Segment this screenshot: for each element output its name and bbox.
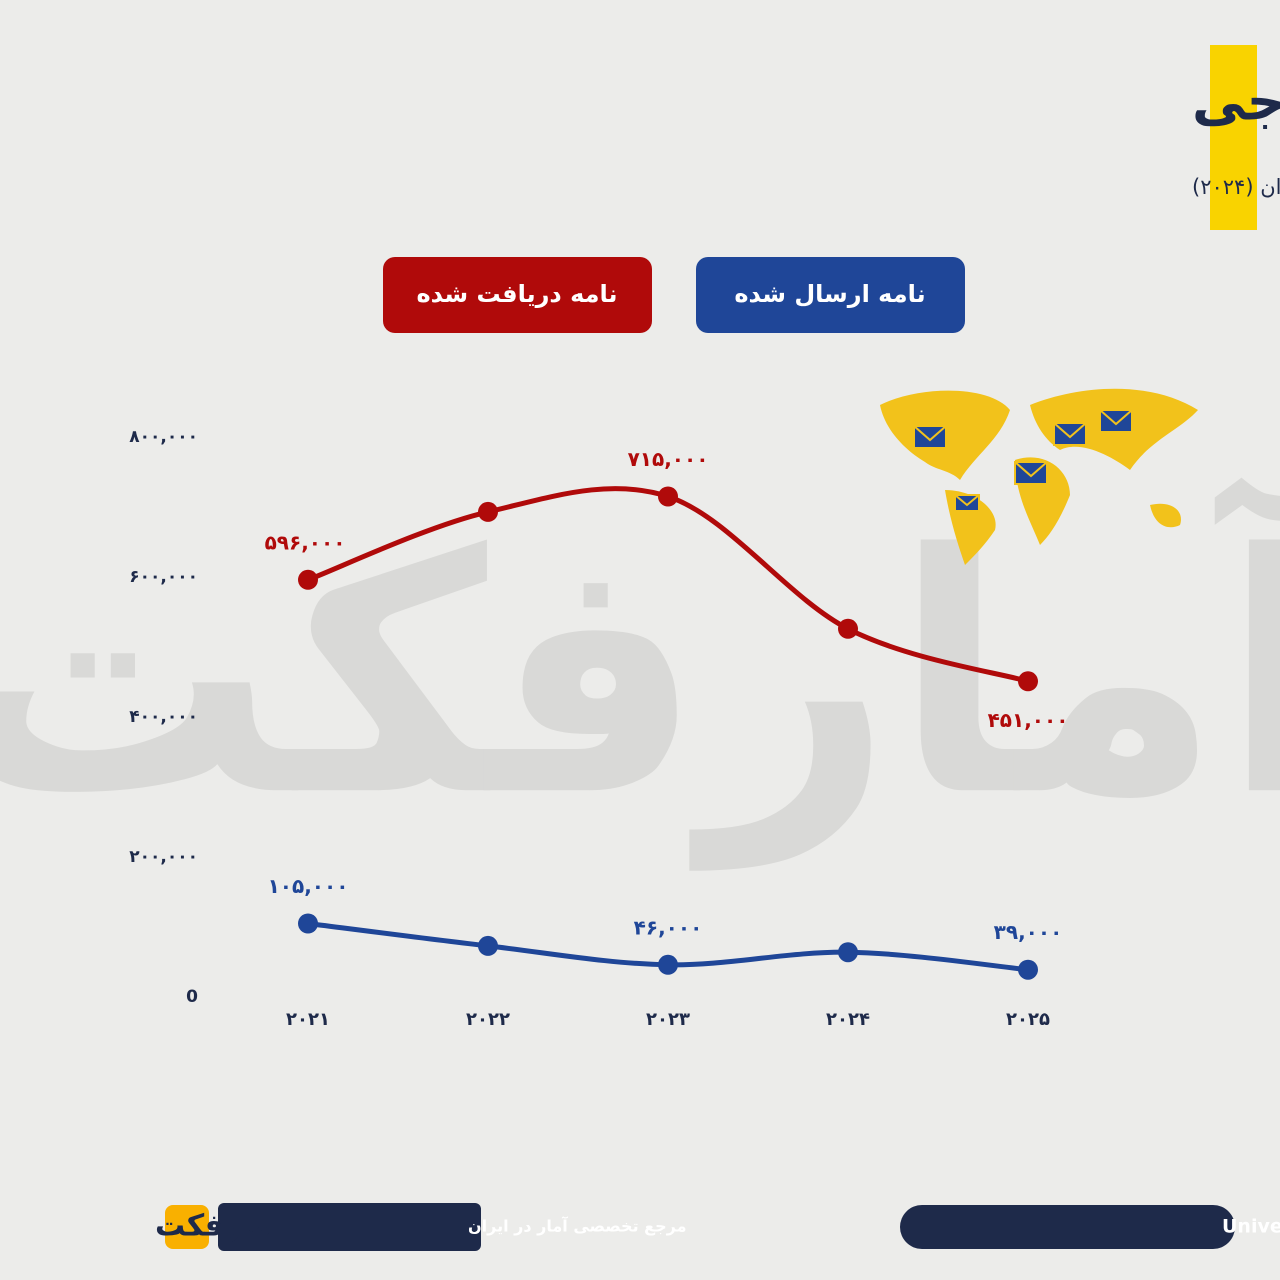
value-label: ۳۹,۰۰۰ [994,920,1063,944]
data-point [1018,671,1038,692]
value-label: ۵۹۶,۰۰۰ [265,530,346,554]
watermark: آمارفکت [0,471,1280,873]
data-point [658,954,678,975]
value-label: ۴۵۱,۰۰۰ [988,708,1069,732]
tagline-box [218,1203,481,1251]
data-point [298,913,318,934]
x-tick-label: ۲۰۲۴ [826,1009,870,1030]
y-tick-label: ۸۰۰,۰۰۰ [129,427,198,447]
data-point [838,942,858,963]
y-tick-label: ۲۰۰,۰۰۰ [129,847,198,867]
chart-subtitle: حجم ترافیک مرسولات نامه‌رسانی خارجی شرکت… [1192,175,1280,200]
legend-swatch [696,257,965,333]
y-tick-label: ۶۰۰,۰۰۰ [129,567,198,587]
legend-swatch [383,257,652,333]
x-tick-label: ۲۰۲۲ [466,1009,510,1030]
value-label: ۷۱۵,۰۰۰ [628,447,709,471]
source-box [900,1205,1235,1249]
accent-bar [1210,45,1257,230]
y-tick-label: ۴۰۰,۰۰۰ [129,707,198,727]
brand: آمارفکت [155,1207,282,1244]
data-point [1018,959,1038,980]
x-tick-label: ۲۰۲۵ [1006,1009,1050,1030]
x-tick-label: ۲۰۲۳ [646,1009,690,1030]
envelopes [913,409,1133,512]
data-point [838,618,858,639]
data-point [478,935,498,956]
source: منبع: Universal Post Union [1222,1216,1280,1238]
chart-title: تعداد مرسولات نامه‌رسانی خارجی [1192,70,1280,133]
logo-icon [165,1205,209,1249]
value-label: ۴۶,۰۰۰ [634,915,703,939]
data-point [658,486,678,507]
data-point [298,569,318,590]
tagline: مرجع تخصصی آمار در ایران [468,1216,686,1236]
y-tick-label: 0 [186,987,198,1007]
legend-label: نامه دریافت شده [416,280,617,308]
legend-label: نامه ارسال شده [734,280,925,308]
x-tick-label: ۲۰۲۱ [286,1009,330,1030]
value-label: ۱۰۵,۰۰۰ [268,874,349,898]
data-point [478,501,498,522]
